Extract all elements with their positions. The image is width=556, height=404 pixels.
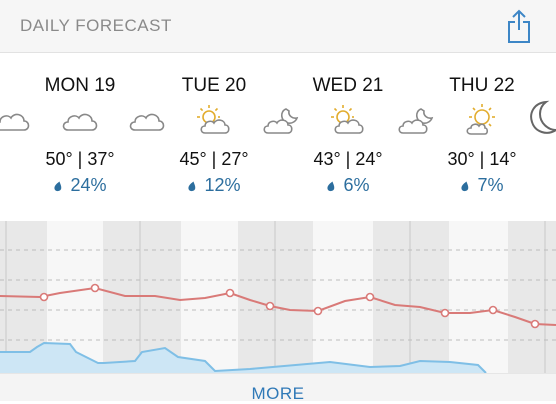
raindrop-icon [188, 181, 196, 192]
share-icon [508, 9, 530, 43]
temp-point [265, 301, 275, 311]
partly-cloudy-night-icon [398, 108, 434, 134]
share-button[interactable] [506, 8, 532, 44]
precip-mon: 24% [20, 175, 140, 196]
partly-cloudy-night-icon [263, 108, 299, 134]
precip-tue: 12% [154, 175, 274, 196]
temps-wed: 43° | 24° [313, 149, 383, 169]
precip-thu: 7% [422, 175, 542, 196]
day-label-mon: MON 19 [44, 75, 116, 96]
temp-point [313, 306, 323, 316]
raindrop-icon [461, 181, 469, 192]
partly-sunny-icon [466, 104, 495, 135]
raindrop-icon [54, 181, 62, 192]
more-button[interactable]: MORE [251, 384, 305, 403]
partly-sunny-icon [197, 105, 230, 134]
temp-point [365, 292, 375, 302]
cloud-icon [0, 113, 30, 131]
day-label-tue: TUE 20 [181, 75, 247, 96]
header-bar: DAILY FORECAST [0, 0, 556, 53]
temps-thu: 30° | 14° [447, 149, 517, 169]
moon-icon [530, 100, 556, 134]
precip-wed: 6% [288, 175, 408, 196]
cloud-icon [129, 113, 165, 131]
temperature-line [0, 286, 556, 326]
page-title: DAILY FORECAST [20, 16, 172, 35]
temp-point [90, 283, 100, 293]
precip-area [0, 343, 486, 373]
temp-point [488, 305, 498, 315]
day-label-thu: THU 22 [449, 75, 515, 96]
days-strip: MON 19 TUE 20 WED 21 THU 22 50° | 37° 45… [0, 53, 556, 221]
day-label-wed: WED 21 [312, 75, 384, 96]
temp-point [225, 288, 235, 298]
temps-mon: 50° | 37° [45, 149, 115, 169]
temp-point [440, 308, 450, 318]
footer-bar: MORE [0, 373, 556, 403]
precip-line [0, 341, 487, 373]
cloud-icon [62, 113, 98, 131]
temps-tue: 45° | 27° [179, 149, 249, 169]
temp-point [530, 319, 540, 329]
forecast-chart [0, 221, 556, 373]
raindrop-icon [327, 181, 335, 192]
partly-sunny-icon [331, 105, 364, 134]
temp-point [39, 292, 49, 302]
